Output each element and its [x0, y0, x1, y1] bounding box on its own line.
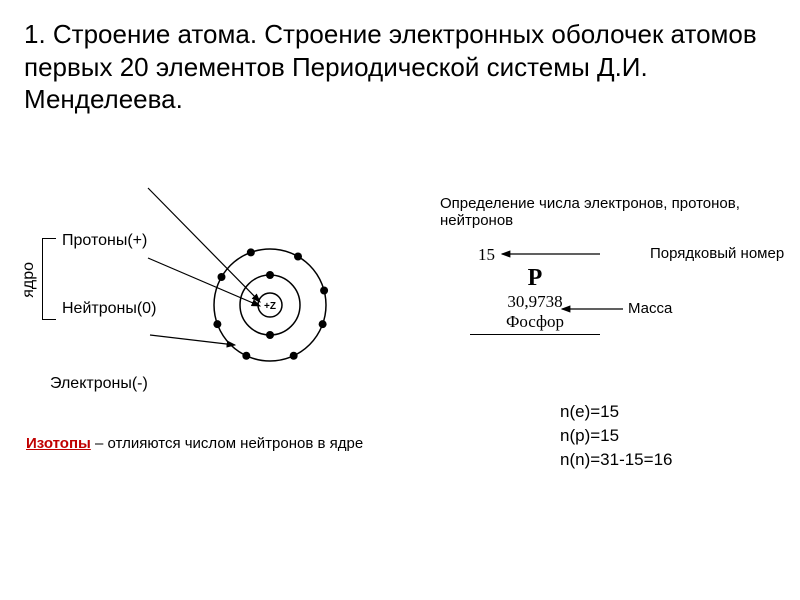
annotation-arrows — [0, 0, 800, 600]
count-protons: n(p)=15 — [560, 424, 672, 448]
annotation-atomic-number: Порядковый номер — [650, 245, 784, 262]
count-electrons: n(e)=15 — [560, 400, 672, 424]
particle-counts: n(e)=15 n(p)=15 n(n)=31-15=16 — [560, 400, 672, 471]
count-neutrons: n(n)=31-15=16 — [560, 448, 672, 472]
annotation-mass: Масса — [628, 300, 672, 317]
